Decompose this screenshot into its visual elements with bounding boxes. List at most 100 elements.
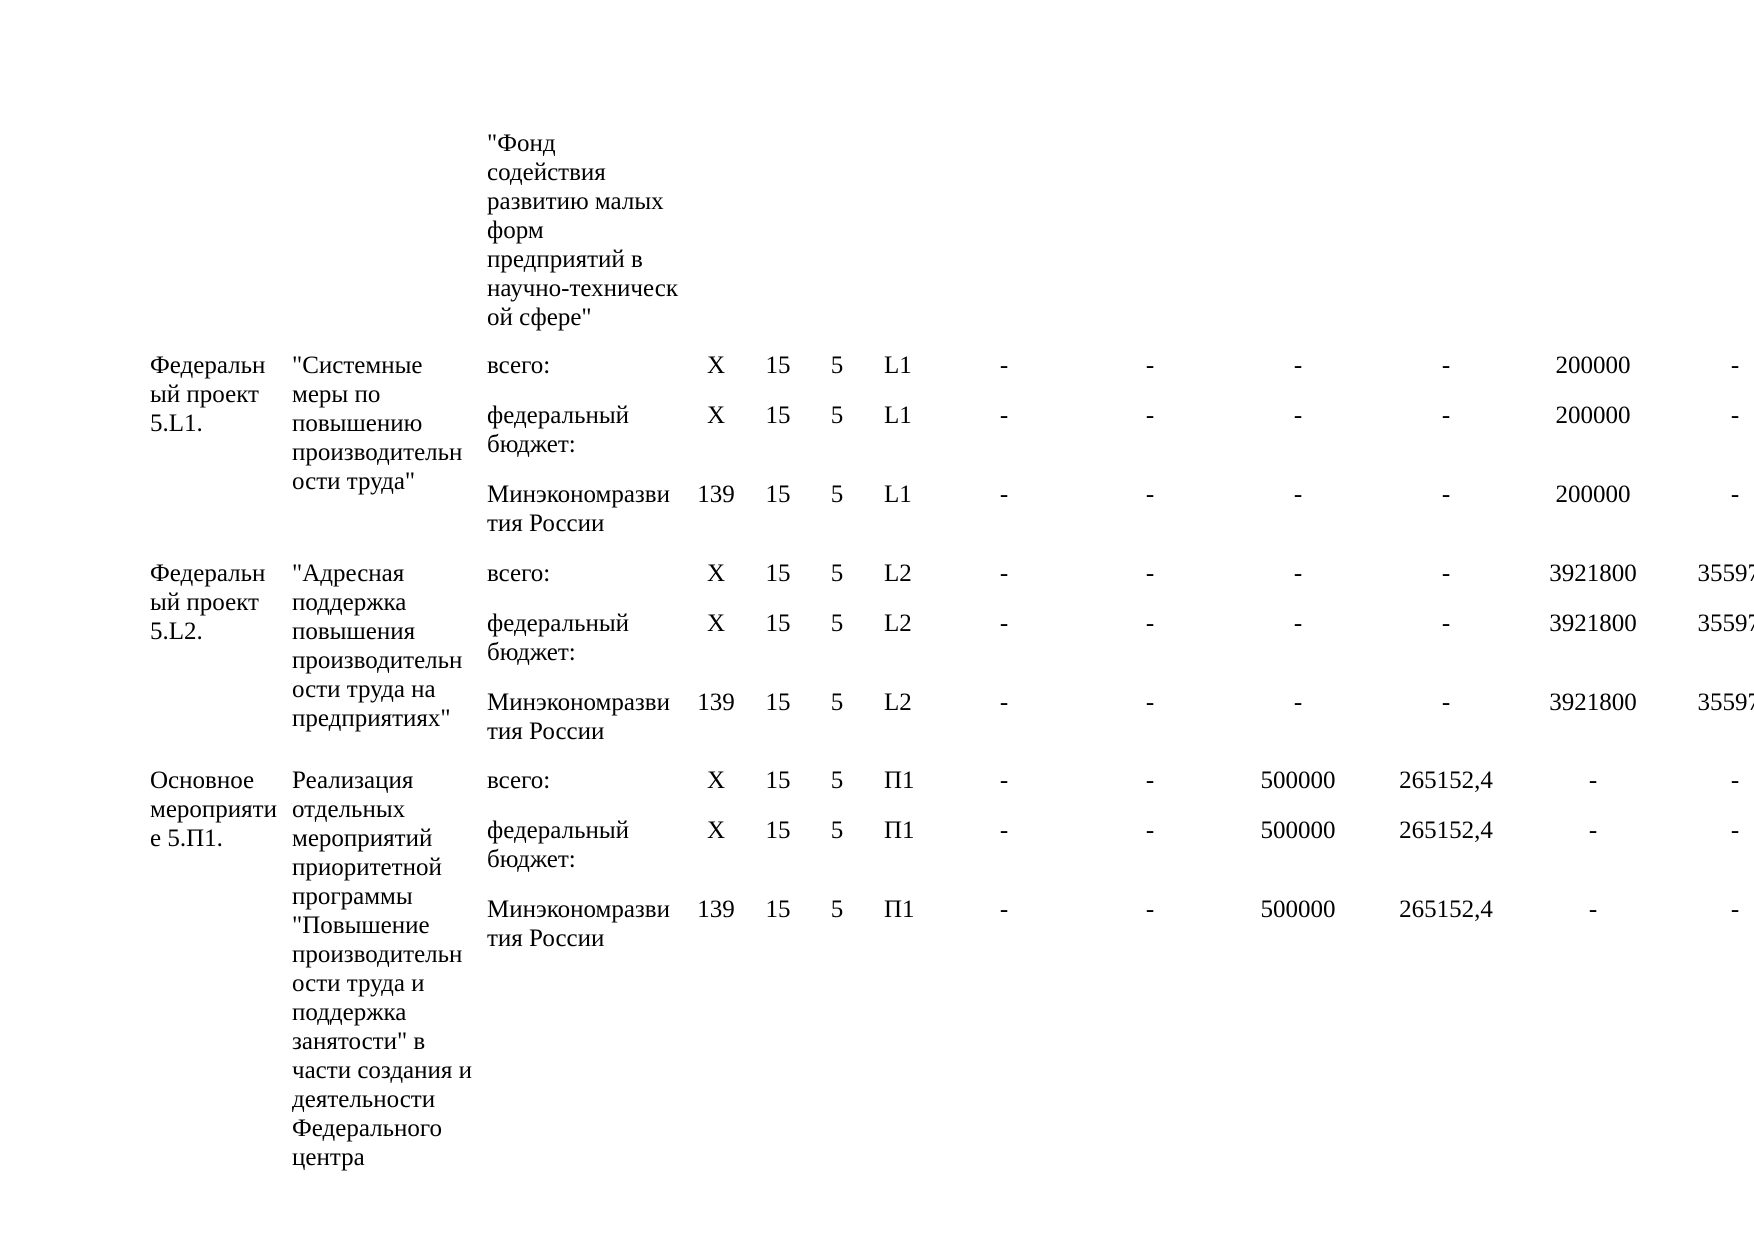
target-article-code: П1 (884, 817, 915, 844)
item-code: Федеральн ый проект 5.L2. (150, 560, 266, 645)
grbs-code: X (706, 560, 726, 587)
amount-value: - (1145, 402, 1155, 429)
section-code: 15 (765, 352, 791, 379)
amount-value: - (999, 817, 1009, 844)
funding-source: Минэкономразви тия России (487, 689, 670, 745)
section-code: 15 (765, 402, 791, 429)
amount-value: 3921800 (1549, 560, 1637, 587)
amount-value: 265152,4 (1399, 817, 1493, 844)
grbs-code: X (706, 767, 726, 794)
amount-value: 200000 (1555, 481, 1631, 508)
amount-value: 200000 (1555, 402, 1631, 429)
amount-value: - (999, 402, 1009, 429)
section-code: 15 (765, 817, 791, 844)
header-cell-fund: "Фонд содействия развитию малых форм пре… (487, 130, 678, 331)
amount-value: - (1145, 610, 1155, 637)
target-article-code: L1 (884, 352, 912, 379)
amount-value: - (1145, 560, 1155, 587)
funding-source: Минэкономразви тия России (487, 896, 670, 952)
amount-value: - (1293, 402, 1303, 429)
grbs-code: X (706, 402, 726, 429)
target-article-code: L2 (884, 610, 912, 637)
amount-value: - (1145, 689, 1155, 716)
section-code: 15 (765, 896, 791, 923)
funding-source: федеральный бюджет: (487, 610, 630, 666)
amount-value: - (1441, 689, 1451, 716)
amount-value: - (1730, 402, 1740, 429)
funding-source: всего: (487, 352, 551, 379)
amount-value: 3921800 (1549, 689, 1637, 716)
item-code: Федеральн ый проект 5.L1. (150, 352, 266, 437)
amount-value: - (1441, 610, 1451, 637)
section-code: 15 (765, 689, 791, 716)
amount-value: - (1441, 481, 1451, 508)
amount-value: - (1293, 610, 1303, 637)
subsection-code: 5 (830, 689, 844, 716)
amount-value: 3921800 (1549, 610, 1637, 637)
section-code: 15 (765, 610, 791, 637)
funding-source: всего: (487, 767, 551, 794)
section-code: 15 (765, 767, 791, 794)
target-article-code: L1 (884, 402, 912, 429)
subsection-code: 5 (830, 817, 844, 844)
amount-value: 200000 (1555, 352, 1631, 379)
amount-value: 355979 (1697, 610, 1754, 637)
amount-value: - (1730, 896, 1740, 923)
subsection-code: 5 (830, 560, 844, 587)
amount-value: 265152,4 (1399, 896, 1493, 923)
amount-value: 355979 (1697, 689, 1754, 716)
grbs-code: X (706, 817, 726, 844)
amount-value: 500000 (1260, 817, 1336, 844)
amount-value: 500000 (1260, 767, 1336, 794)
subsection-code: 5 (830, 402, 844, 429)
amount-value: - (1145, 481, 1155, 508)
amount-value: - (1441, 402, 1451, 429)
grbs-code: 139 (697, 481, 735, 508)
subsection-code: 5 (830, 610, 844, 637)
grbs-code: 139 (697, 896, 735, 923)
amount-value: - (999, 560, 1009, 587)
amount-value: - (999, 896, 1009, 923)
subsection-code: 5 (830, 352, 844, 379)
amount-value: - (1145, 767, 1155, 794)
amount-value: - (999, 767, 1009, 794)
amount-value: 500000 (1260, 896, 1336, 923)
amount-value: - (1730, 481, 1740, 508)
subsection-code: 5 (830, 767, 844, 794)
amount-value: - (999, 481, 1009, 508)
amount-value: - (1730, 817, 1740, 844)
subsection-code: 5 (830, 896, 844, 923)
item-code: Основное мероприяти е 5.П1. (150, 767, 277, 852)
amount-value: - (999, 689, 1009, 716)
funding-source: Минэкономразви тия России (487, 481, 670, 537)
section-code: 15 (765, 560, 791, 587)
amount-value: - (1145, 352, 1155, 379)
grbs-code: 139 (697, 689, 735, 716)
amount-value: - (1588, 767, 1598, 794)
item-name: Реализация отдельных мероприятий приорит… (292, 767, 473, 1171)
target-article-code: L1 (884, 481, 912, 508)
target-article-code: L2 (884, 689, 912, 716)
funding-source: федеральный бюджет: (487, 402, 630, 458)
amount-value: 265152,4 (1399, 767, 1493, 794)
amount-value: - (1145, 896, 1155, 923)
funding-source: федеральный бюджет: (487, 817, 630, 873)
amount-value: - (1145, 817, 1155, 844)
amount-value: - (1588, 817, 1598, 844)
amount-value: - (1588, 896, 1598, 923)
amount-value: - (999, 352, 1009, 379)
target-article-code: П1 (884, 896, 915, 923)
amount-value: - (1441, 560, 1451, 587)
section-code: 15 (765, 481, 791, 508)
amount-value: - (1730, 352, 1740, 379)
funding-source: всего: (487, 560, 551, 587)
amount-value: - (1441, 352, 1451, 379)
target-article-code: L2 (884, 560, 912, 587)
grbs-code: X (706, 610, 726, 637)
grbs-code: X (706, 352, 726, 379)
target-article-code: П1 (884, 767, 915, 794)
amount-value: - (1293, 689, 1303, 716)
amount-value: - (1293, 352, 1303, 379)
amount-value: - (1293, 560, 1303, 587)
amount-value: - (999, 610, 1009, 637)
